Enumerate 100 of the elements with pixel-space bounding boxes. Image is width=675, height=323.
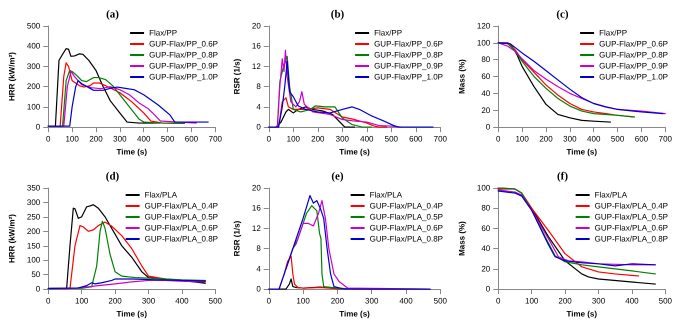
x-tick-label: 700 (434, 134, 448, 144)
x-tick-label: 500 (610, 134, 625, 144)
legend-label: GUP-Flax/PLA_0.5P (370, 212, 444, 221)
legend-label: Flax/PP (374, 28, 402, 38)
legend-label: GUP-Flax/PLA_0.4P (370, 201, 444, 210)
x-axis-title: Time (s) (116, 309, 148, 318)
x-tick-label: 0 (46, 296, 52, 306)
x-tick-label: 200 (311, 134, 326, 144)
x-axis-title: Time (s) (339, 309, 370, 318)
legend-label: Flax/PLA (370, 190, 403, 199)
y-axis-title: HRR (kW/m²) (8, 213, 16, 262)
chart-title: (f) (557, 170, 568, 182)
y-tick-label: 4 (256, 264, 262, 273)
legend-label: GUP-Flax/PP_0.8P (374, 50, 444, 60)
x-tick-label: 700 (208, 134, 223, 144)
y-tick-label: 0 (256, 284, 262, 294)
x-tick-label: 500 (384, 134, 399, 144)
y-tick-label: 300 (26, 197, 41, 206)
x-tick-label: 600 (184, 134, 199, 144)
y-tick-label: 20 (481, 264, 491, 273)
line-series (48, 80, 209, 127)
x-tick-label: 500 (160, 134, 175, 144)
x-axis-title: Time (s) (566, 148, 598, 156)
x-tick-label: 400 (625, 296, 640, 306)
y-tick-label: 100 (476, 183, 491, 192)
legend-label: GUP-Flax/PP_1.0P (599, 72, 668, 82)
x-tick-label: 0 (496, 296, 502, 306)
x-tick-label: 400 (399, 296, 414, 306)
y-tick-label: 8 (256, 82, 262, 92)
legend-label: GUP-Flax/PP_1.0P (149, 72, 218, 82)
y-tick-label: 120 (476, 22, 491, 30)
x-tick-label: 400 (360, 134, 374, 144)
x-tick-label: 100 (74, 296, 89, 306)
legend-label: GUP-Flax/PP_0.6P (599, 40, 668, 48)
y-tick-label: 400 (26, 42, 41, 51)
y-tick-label: 0 (486, 284, 491, 294)
chart-title: (b) (330, 8, 345, 20)
legend-label: GUP-Flax/PLA_0.8P (370, 234, 444, 243)
legend-label: GUP-Flax/PLA_0.5P (144, 212, 218, 221)
y-axis-title: Mass (%) (458, 220, 466, 256)
chart-title: (a) (106, 8, 120, 20)
y-tick-label: 0 (486, 122, 491, 132)
y-tick-label: 16 (252, 203, 262, 212)
x-tick-label: 500 (208, 296, 223, 306)
x-tick-label: 0 (266, 296, 272, 306)
y-tick-label: 16 (252, 42, 262, 51)
y-tick-label: 80 (481, 203, 491, 212)
x-tick-label: 300 (592, 296, 606, 306)
legend-label: Flax/PLA (144, 190, 178, 199)
legend-label: GUP-Flax/PLA_0.6P (594, 223, 668, 232)
x-tick-label: 500 (658, 296, 673, 306)
x-tick-label: 400 (137, 134, 151, 144)
y-tick-label: 200 (26, 82, 41, 92)
y-tick-label: 60 (481, 72, 491, 82)
x-tick-label: 300 (113, 134, 128, 144)
y-tick-label: 60 (481, 223, 491, 232)
y-tick-label: 40 (481, 88, 491, 98)
y-tick-label: 150 (26, 240, 41, 250)
x-tick-label: 600 (634, 134, 649, 144)
x-tick-label: 200 (558, 296, 572, 306)
legend-label: GUP-Flax/PLA_0.6P (144, 223, 218, 232)
x-tick-label: 500 (434, 296, 448, 306)
y-tick-label: 350 (26, 183, 41, 192)
x-tick-label: 200 (539, 134, 554, 144)
y-tick-label: 300 (26, 62, 41, 71)
y-axis-title: Mass (%) (458, 58, 466, 94)
y-axis-title: HRR (kW/m²) (8, 52, 16, 101)
y-tick-label: 4 (256, 102, 262, 112)
legend-label: GUP-Flax/PLA_0.5P (594, 212, 668, 221)
legend-label: GUP-Flax/PP_0.8P (149, 50, 218, 60)
legend-label: Flax/PLA (594, 190, 628, 199)
y-tick-label: 100 (26, 102, 41, 112)
y-tick-label: 250 (26, 212, 41, 221)
y-tick-label: 200 (26, 226, 41, 236)
x-axis-title: Time (s) (566, 309, 598, 318)
y-tick-label: 80 (481, 55, 491, 64)
legend-label: GUP-Flax/PLA_0.6P (370, 223, 444, 232)
legend-label: GUP-Flax/PP_0.9P (149, 62, 218, 70)
x-tick-label: 300 (365, 296, 379, 306)
x-tick-label: 300 (336, 134, 350, 144)
x-tick-label: 300 (563, 134, 578, 144)
y-tick-label: 20 (252, 22, 262, 30)
x-tick-label: 200 (89, 134, 104, 144)
x-tick-label: 100 (65, 134, 80, 144)
x-axis-title: Time (s) (339, 148, 370, 156)
x-tick-label: 400 (175, 296, 190, 306)
legend-label: GUP-Flax/PLA_0.4P (144, 201, 218, 210)
legend-label: GUP-Flax/PLA_0.4P (594, 201, 668, 210)
y-tick-label: 100 (476, 38, 491, 48)
x-tick-label: 100 (524, 296, 539, 306)
y-tick-label: 8 (256, 244, 262, 253)
y-tick-label: 12 (252, 62, 262, 71)
x-tick-label: 400 (587, 134, 601, 144)
x-axis-title: Time (s) (116, 148, 148, 156)
legend-label: Flax/PP (599, 28, 628, 38)
x-tick-label: 100 (286, 134, 301, 144)
chart-title: (c) (556, 8, 569, 20)
y-tick-label: 0 (36, 284, 41, 294)
y-tick-label: 40 (481, 244, 491, 253)
x-tick-label: 100 (515, 134, 530, 144)
